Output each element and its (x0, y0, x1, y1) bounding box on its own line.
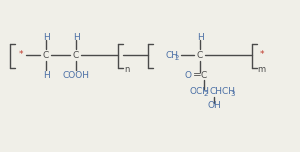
Text: COOH: COOH (62, 71, 89, 81)
Text: H: H (43, 71, 50, 79)
Text: C: C (197, 50, 203, 59)
Text: OH: OH (207, 102, 221, 111)
Text: 2: 2 (175, 55, 179, 60)
Text: *: * (19, 50, 23, 59)
Text: H: H (43, 33, 50, 41)
Text: C: C (43, 50, 49, 59)
Text: 3: 3 (231, 92, 235, 97)
Text: OCH: OCH (190, 88, 210, 97)
Text: H: H (73, 33, 80, 41)
Text: CHCH: CHCH (210, 88, 236, 97)
Text: H: H (196, 33, 203, 41)
Text: *: * (260, 50, 264, 59)
Text: n: n (124, 66, 130, 74)
Text: O: O (184, 71, 191, 79)
Text: CH: CH (166, 50, 179, 59)
Text: 2: 2 (204, 92, 208, 97)
Text: C: C (73, 50, 79, 59)
Text: =: = (193, 70, 201, 80)
Text: C: C (201, 71, 207, 79)
Text: m: m (257, 66, 265, 74)
